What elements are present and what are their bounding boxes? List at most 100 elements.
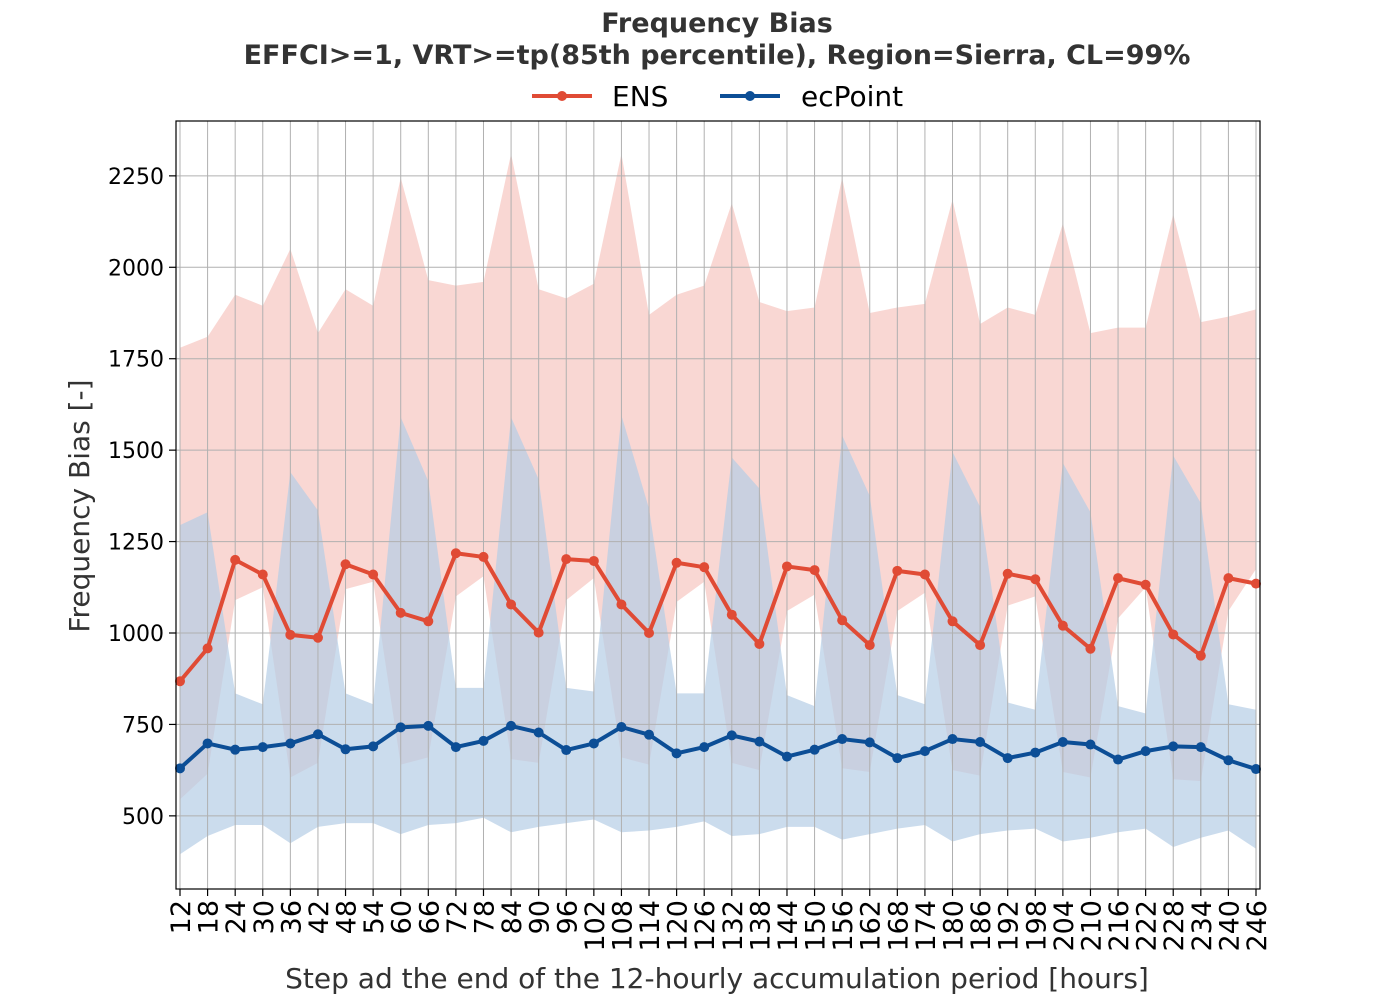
chart-subtitle: EFFCI>=1, VRT>=tp(85th percentile), Regi… bbox=[244, 40, 1191, 71]
x-tick-label: 246 bbox=[1242, 900, 1273, 952]
data-point-ecpoint bbox=[1195, 742, 1206, 753]
data-point-ecpoint bbox=[1140, 746, 1151, 757]
plot-frame bbox=[175, 120, 1261, 890]
x-tick-label: 198 bbox=[1021, 900, 1052, 952]
x-tick-label: 204 bbox=[1049, 900, 1080, 952]
data-point-ecpoint bbox=[1113, 754, 1124, 765]
x-tick-label: 18 bbox=[194, 900, 225, 934]
series-markers bbox=[175, 548, 1261, 775]
data-point-ecpoint bbox=[450, 742, 461, 753]
y-tick-label: 750 bbox=[122, 713, 164, 738]
x-tick-label: 180 bbox=[939, 900, 970, 952]
data-point-ens bbox=[1057, 620, 1068, 631]
legend-ecpoint-marker bbox=[745, 91, 755, 101]
legend-ens-label: ENS bbox=[612, 80, 668, 113]
data-point-ens bbox=[368, 569, 379, 580]
x-tick-label: 210 bbox=[1076, 900, 1107, 952]
data-point-ecpoint bbox=[285, 738, 296, 749]
data-point-ecpoint bbox=[1223, 755, 1234, 766]
data-point-ens bbox=[1168, 629, 1179, 640]
data-point-ens bbox=[754, 638, 765, 649]
data-point-ens bbox=[1195, 650, 1206, 661]
data-point-ecpoint bbox=[312, 729, 323, 740]
data-point-ens bbox=[1140, 579, 1151, 590]
data-point-ens bbox=[423, 616, 434, 627]
y-axis-ticks: 500 750 1000 1250 1500 1750 2000 2250 bbox=[108, 165, 176, 830]
data-point-ens bbox=[175, 676, 185, 687]
x-tick-label: 84 bbox=[497, 900, 528, 934]
x-axis-ticks: 1218243036424854606672788490961021081141… bbox=[166, 889, 1273, 952]
x-tick-label: 234 bbox=[1187, 900, 1218, 952]
data-point-ecpoint bbox=[699, 742, 710, 753]
x-tick-label: 12 bbox=[166, 900, 197, 934]
data-point-ecpoint bbox=[368, 741, 379, 752]
x-tick-label: 24 bbox=[221, 900, 252, 934]
data-point-ecpoint bbox=[257, 742, 268, 753]
data-point-ecpoint bbox=[947, 734, 958, 745]
x-tick-label: 186 bbox=[966, 900, 997, 952]
data-point-ens bbox=[809, 565, 820, 576]
data-point-ens bbox=[202, 643, 213, 654]
data-point-ecpoint bbox=[423, 720, 434, 731]
data-point-ens bbox=[726, 609, 737, 620]
data-point-ens bbox=[699, 562, 710, 573]
data-point-ecpoint bbox=[533, 727, 544, 738]
y-tick-label: 1500 bbox=[108, 439, 164, 464]
x-tick-label: 144 bbox=[773, 900, 804, 952]
x-tick-label: 114 bbox=[635, 900, 666, 952]
data-point-ecpoint bbox=[1168, 741, 1179, 752]
x-axis-label: Step ad the end of the 12-hourly accumul… bbox=[285, 962, 1149, 995]
data-point-ecpoint bbox=[809, 744, 820, 755]
plot-area bbox=[175, 120, 1261, 890]
x-tick-label: 216 bbox=[1104, 900, 1135, 952]
data-point-ecpoint bbox=[561, 745, 572, 756]
data-point-ens bbox=[478, 551, 489, 562]
y-tick-label: 2000 bbox=[108, 256, 164, 281]
x-tick-label: 138 bbox=[745, 900, 776, 952]
data-point-ens bbox=[1030, 574, 1041, 585]
data-point-ens bbox=[644, 628, 655, 638]
x-tick-label: 66 bbox=[414, 900, 445, 934]
data-point-ecpoint bbox=[395, 722, 406, 733]
x-tick-label: 54 bbox=[359, 900, 390, 934]
data-point-ens bbox=[450, 548, 461, 559]
data-point-ens bbox=[1113, 573, 1124, 584]
data-point-ens bbox=[1002, 568, 1013, 579]
data-point-ens bbox=[947, 616, 958, 627]
data-point-ens bbox=[919, 569, 930, 580]
data-point-ens bbox=[395, 607, 406, 618]
x-tick-label: 36 bbox=[276, 900, 307, 934]
data-point-ecpoint bbox=[975, 736, 986, 747]
data-point-ecpoint bbox=[837, 734, 848, 745]
data-point-ens bbox=[340, 559, 351, 570]
x-tick-label: 30 bbox=[249, 900, 280, 934]
data-point-ens bbox=[588, 555, 599, 566]
data-point-ecpoint bbox=[230, 744, 241, 755]
x-tick-label: 222 bbox=[1132, 900, 1163, 952]
x-tick-label: 162 bbox=[856, 900, 887, 952]
x-tick-label: 168 bbox=[883, 900, 914, 952]
data-point-ecpoint bbox=[754, 736, 765, 747]
data-point-ecpoint bbox=[644, 729, 655, 740]
data-point-ens bbox=[533, 627, 544, 638]
series-line-ecpoint bbox=[178, 723, 1257, 771]
data-point-ecpoint bbox=[1251, 764, 1261, 775]
y-axis-label: Frequency Bias [-] bbox=[63, 379, 96, 632]
data-point-ens bbox=[864, 640, 875, 651]
x-tick-label: 90 bbox=[525, 900, 556, 934]
x-tick-label: 156 bbox=[828, 900, 859, 952]
x-tick-label: 240 bbox=[1214, 900, 1245, 952]
data-point-ens bbox=[561, 554, 572, 565]
data-point-ens bbox=[892, 565, 903, 576]
data-point-ens bbox=[1223, 573, 1234, 584]
data-point-ens bbox=[285, 629, 296, 640]
x-tick-label: 72 bbox=[442, 900, 473, 934]
data-point-ecpoint bbox=[1002, 753, 1013, 764]
x-tick-label: 48 bbox=[332, 900, 363, 934]
data-point-ens bbox=[312, 632, 323, 643]
data-point-ecpoint bbox=[671, 748, 682, 759]
x-tick-label: 132 bbox=[718, 900, 749, 952]
data-point-ecpoint bbox=[175, 763, 185, 774]
data-point-ecpoint bbox=[726, 730, 737, 741]
